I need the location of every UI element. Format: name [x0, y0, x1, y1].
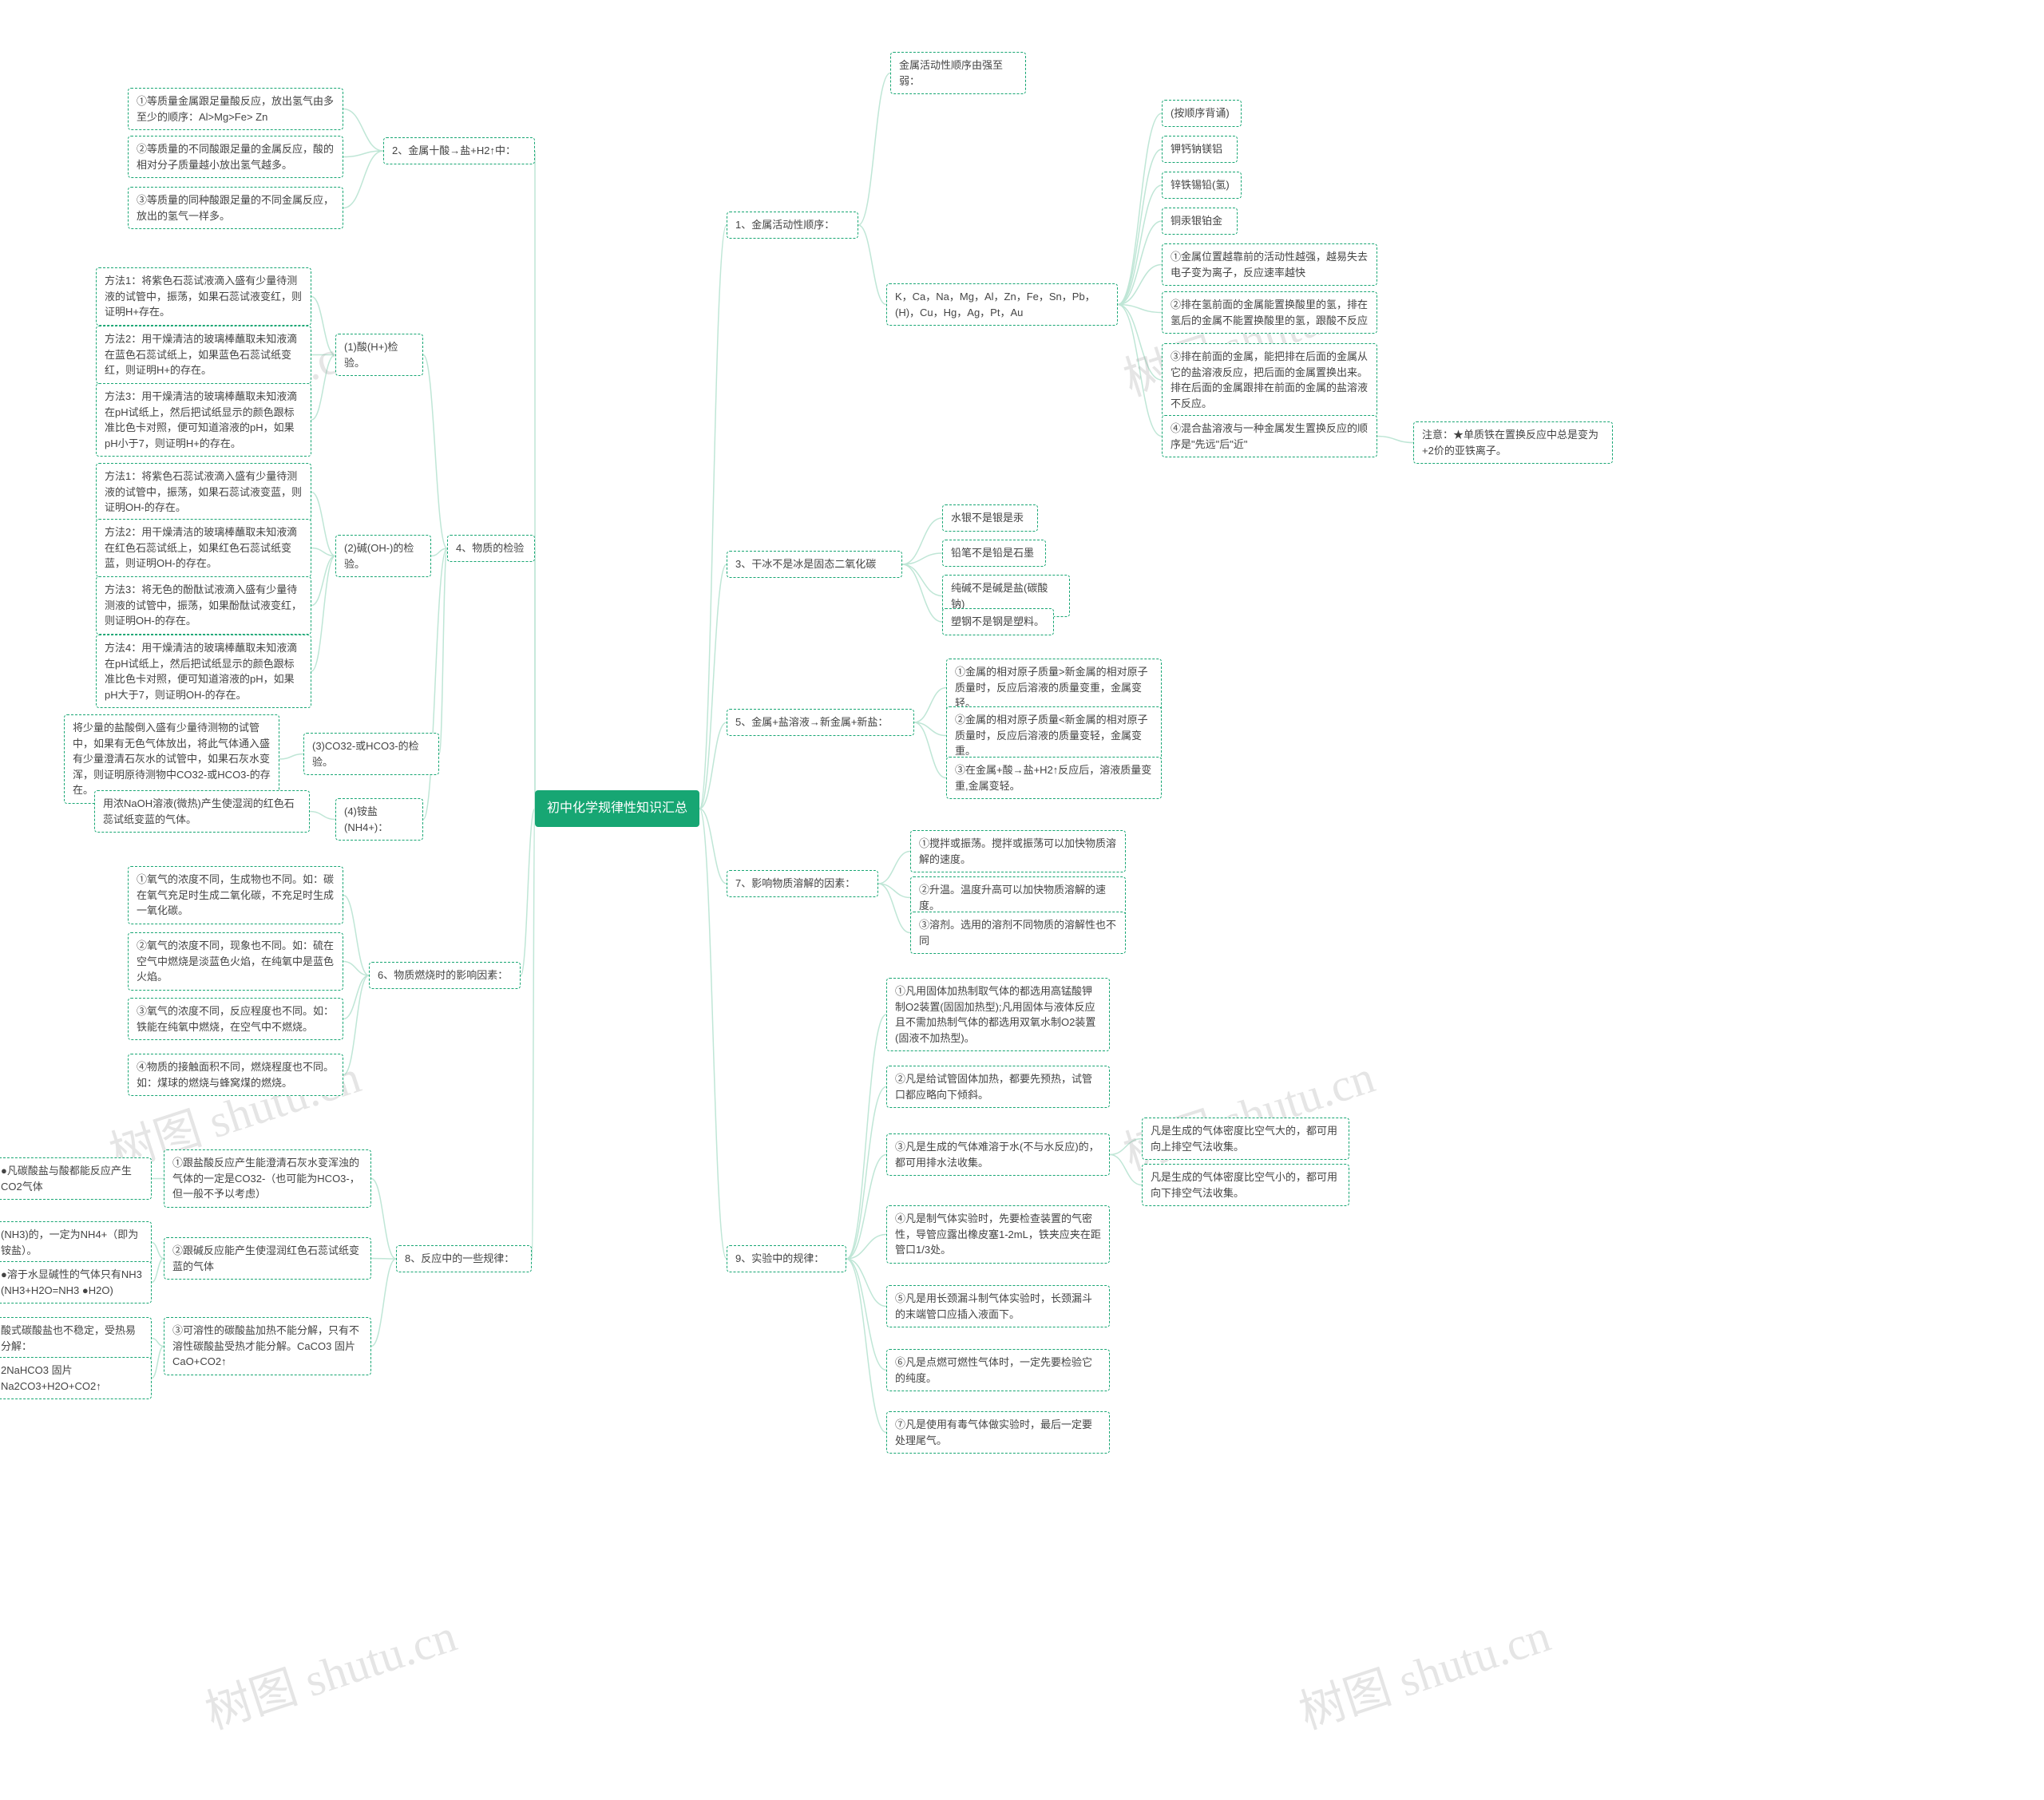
- branch-1-leaf: 钾钙钠镁铝: [1162, 136, 1238, 163]
- branch-9-child: ③凡是生成的气体难溶于水(不与水反应)的，都可用排水法收集。: [886, 1133, 1110, 1176]
- branch-2-child: ①等质量金属跟足量酸反应，放出氢气由多至少的顺序：Al>Mg>Fe> Zn: [128, 88, 343, 130]
- branch-8-leaf: ●溶于水显碱性的气体只有NH3 (NH3+H2O=NH3 ●H2O): [0, 1261, 152, 1304]
- branch-6-child: ①氧气的浓度不同，生成物也不同。如：碳在氧气充足时生成二氧化碳，不充足时生成一氧…: [128, 866, 343, 924]
- branch-5-child: ③在金属+酸→盐+H2↑反应后，溶液质量变重,金属变轻。: [946, 757, 1162, 799]
- branch-9-child: ①凡用固体加热制取气体的都选用高锰酸钾制O2装置(固固加热型);凡用固体与液体反…: [886, 978, 1110, 1051]
- branch-1: 1、金属活动性顺序：: [727, 212, 858, 239]
- branch-1-leaf: ①金属位置越靠前的活动性越强，越易失去电子变为离子，反应速率越快: [1162, 243, 1377, 286]
- branch-8-leaf: 2NaHCO3 固片Na2CO3+H2O+CO2↑: [0, 1357, 152, 1399]
- branch-2-child: ②等质量的不同酸跟足量的金属反应，酸的相对分子质量越小放出氢气越多。: [128, 136, 343, 178]
- branch-1-leaf: ③排在前面的金属，能把排在后面的金属从它的盐溶液反应，把后面的金属置换出来。排在…: [1162, 343, 1377, 417]
- branch-8-leaf: 酸式碳酸盐也不稳定，受热易分解：: [0, 1317, 152, 1359]
- branch-4-leaf: 方法1：将紫色石蕊试液滴入盛有少量待测液的试管中，振荡，如果石蕊试液变蓝，则证明…: [96, 463, 311, 521]
- branch-9-leaf: 凡是生成的气体密度比空气大的，都可用向上排空气法收集。: [1142, 1118, 1349, 1160]
- branch-1-leaf: 铜汞银铂金: [1162, 208, 1238, 235]
- branch-1-note: 注意：★单质铁在置换反应中总是变为+2价的亚铁离子。: [1413, 421, 1613, 464]
- branch-2: 2、金属十酸→盐+H2↑中：: [383, 137, 535, 164]
- branch-9-child: ⑤凡是用长颈漏斗制气体实验时，长颈漏斗的末端管口应插入液面下。: [886, 1285, 1110, 1327]
- branch-6-child: ④物质的接触面积不同，燃烧程度也不同。如：煤球的燃烧与蜂窝煤的燃烧。: [128, 1054, 343, 1096]
- branch-8-leaf: (NH3)的，一定为NH4+（即为铵盐）。: [0, 1221, 152, 1264]
- branch-9-child: ⑦凡是使用有毒气体做实验时，最后一定要处理尾气。: [886, 1411, 1110, 1454]
- branch-4: 4、物质的检验: [447, 535, 535, 562]
- branch-5-child: ②金属的相对原子质量<新金属的相对原子质量时，反应后溶液的质量变轻，金属变重。: [946, 706, 1162, 765]
- branch-4-sub: (4)铵盐(NH4+)：: [335, 798, 423, 841]
- branch-9: 9、实验中的规律：: [727, 1245, 846, 1272]
- branch-3-child: 塑钢不是钢是塑料。: [942, 608, 1054, 635]
- branch-4-sub: (2)碱(OH-)的检验。: [335, 535, 431, 577]
- branch-8-child: ③可溶性的碳酸盐加热不能分解，只有不溶性碳酸盐受热才能分解。CaCO3 固片Ca…: [164, 1317, 371, 1375]
- branch-9-leaf: 凡是生成的气体密度比空气小的，都可用向下排空气法收集。: [1142, 1164, 1349, 1206]
- branch-6-child: ②氧气的浓度不同，现象也不同。如：硫在空气中燃烧是淡蓝色火焰，在纯氧中是蓝色火焰…: [128, 932, 343, 991]
- branch-7-child: ③溶剂。选用的溶剂不同物质的溶解性也不同: [910, 912, 1126, 954]
- branch-2-child: ③等质量的同种酸跟足量的不同金属反应，放出的氢气一样多。: [128, 187, 343, 229]
- branch-4-sub: (1)酸(H+)检验。: [335, 334, 423, 376]
- branch-1-child: K，Ca，Na，Mg，Al，Zn，Fe，Sn，Pb，(H)，Cu，Hg，Ag，P…: [886, 283, 1118, 326]
- branch-9-child: ②凡是给试管固体加热，都要先预热，试管口都应略向下倾斜。: [886, 1066, 1110, 1108]
- branch-4-leaf: 用浓NaOH溶液(微热)产生使湿润的红色石蕊试纸变蓝的气体。: [94, 790, 310, 833]
- branch-4-leaf: 方法4：用干燥清洁的玻璃棒蘸取未知液滴在pH试纸上，然后把试纸显示的颜色跟标准比…: [96, 635, 311, 708]
- branch-8-child: ②跟碱反应能产生使湿润红色石蕊试纸变蓝的气体: [164, 1237, 371, 1280]
- branch-1-leaf: ④混合盐溶液与一种金属发生置换反应的顺序是"先远"后"近": [1162, 415, 1377, 457]
- branch-4-leaf: 方法1：将紫色石蕊试液滴入盛有少量待测液的试管中，振荡，如果石蕊试液变红，则证明…: [96, 267, 311, 326]
- branch-8: 8、反应中的一些规律：: [396, 1245, 532, 1272]
- branch-3-child: 水银不是银是汞: [942, 504, 1038, 532]
- branch-7: 7、影响物质溶解的因素：: [727, 870, 878, 897]
- branch-9-child: ⑥凡是点燃可燃性气体时，一定先要检验它的纯度。: [886, 1349, 1110, 1391]
- watermark: 树图 shutu.cn: [196, 1598, 463, 1742]
- branch-8-child: ①跟盐酸反应产生能澄清石灰水变浑浊的气体的一定是CO32-（也可能为HCO3-，…: [164, 1149, 371, 1208]
- watermark: 树图 shutu.cn: [1114, 1039, 1381, 1183]
- watermark: 树图 shutu.cn: [1289, 1598, 1557, 1742]
- branch-8-leaf: ●凡碳酸盐与酸都能反应产生CO2气体: [0, 1157, 152, 1200]
- branch-3: 3、干冰不是冰是固态二氧化碳: [727, 551, 902, 578]
- branch-9-child: ④凡是制气体实验时，先要检查装置的气密性，导管应露出橡皮塞1-2mL，铁夹应夹在…: [886, 1205, 1110, 1264]
- branch-4-sub: (3)CO32-或HCO3-的检验。: [303, 733, 439, 775]
- branch-1-leaf: (按顺序背诵): [1162, 100, 1242, 127]
- branch-4-leaf: 方法3：用干燥清洁的玻璃棒蘸取未知液滴在pH试纸上，然后把试纸显示的颜色跟标准比…: [96, 383, 311, 457]
- branch-6-child: ③氧气的浓度不同，反应程度也不同。如：铁能在纯氧中燃烧，在空气中不燃烧。: [128, 998, 343, 1040]
- branch-4-leaf: 方法2：用干燥清洁的玻璃棒蘸取未知液滴在蓝色石蕊试纸上，如果蓝色石蕊试纸变红，则…: [96, 326, 311, 384]
- branch-4-leaf: 方法3：将无色的酚酞试液滴入盛有少量待测液的试管中，振荡，如果酚酞试液变红，则证…: [96, 576, 311, 635]
- branch-1-leaf: ②排在氢前面的金属能置换酸里的氢，排在氢后的金属不能置换酸里的氢，跟酸不反应: [1162, 291, 1377, 334]
- branch-3-child: 铅笔不是铅是石墨: [942, 540, 1046, 567]
- branch-5: 5、金属+盐溶液→新金属+新盐：: [727, 709, 914, 736]
- branch-1-child: 金属活动性顺序由强至弱：: [890, 52, 1026, 94]
- branch-4-leaf: 方法2：用干燥清洁的玻璃棒蘸取未知液滴在红色石蕊试纸上，如果红色石蕊试纸变蓝，则…: [96, 519, 311, 577]
- branch-6: 6、物质燃烧时的影响因素：: [369, 962, 521, 989]
- branch-7-child: ①搅拌或振荡。搅拌或振荡可以加快物质溶解的速度。: [910, 830, 1126, 872]
- root-node: 初中化学规律性知识汇总: [535, 790, 699, 827]
- branch-1-leaf: 锌铁锡铅(氢): [1162, 172, 1242, 199]
